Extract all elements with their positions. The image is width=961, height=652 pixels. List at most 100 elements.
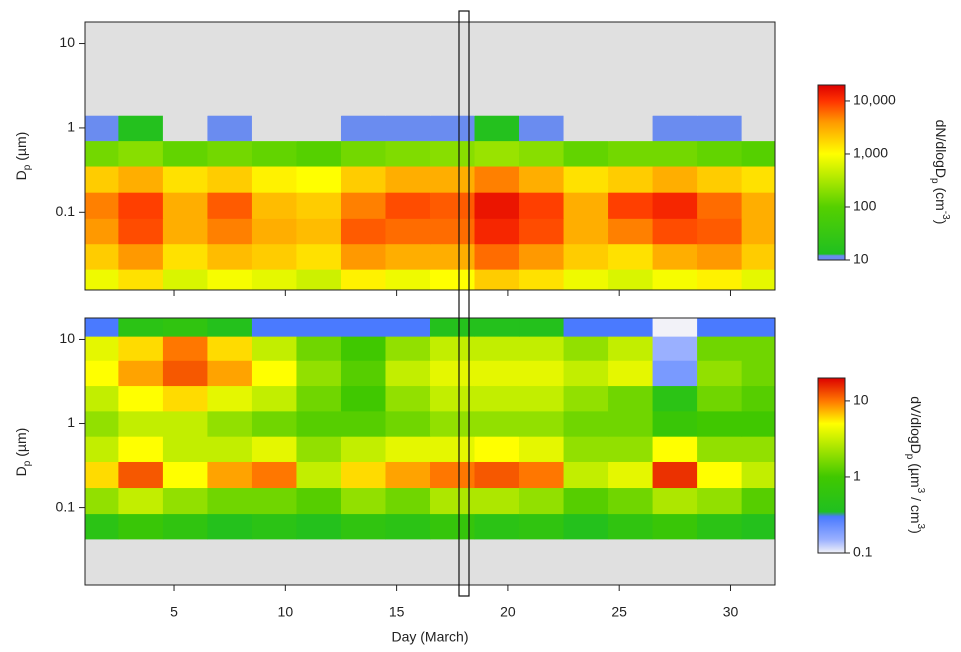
heatmap-cell [385,192,431,219]
heatmap-cell [118,461,164,489]
heatmap-cell [741,487,775,515]
heatmap-cell [296,89,342,116]
heatmap-cell [251,360,297,387]
heatmap-cell [474,243,520,270]
heatmap-cell [385,385,431,412]
y-axis-label: Dp (µm) [13,132,33,181]
heatmap [85,22,775,290]
heatmap-cell [741,64,775,91]
heatmap-cell [697,336,743,361]
heatmap-cell [519,192,565,219]
heatmap-cell [563,487,609,515]
heatmap-cell [118,40,164,65]
heatmap-cell [608,243,654,270]
heatmap-cell [118,410,164,437]
heatmap-cell [207,64,253,91]
heatmap-cell [741,243,775,270]
heatmap-cell [296,64,342,91]
heatmap-cell [741,318,775,337]
heatmap-cell [519,360,565,387]
y-axis-label: Dp (µm) [13,428,33,477]
heatmap-cell [340,166,386,193]
heatmap-cell [697,487,743,515]
heatmap-cell [385,461,431,489]
x-axis-label: Day (March) [391,629,468,645]
heatmap-cell [85,513,119,540]
y-axis-label-part: (µm) [13,132,29,165]
heatmap-cell [296,269,342,290]
heatmap-cell [296,410,342,437]
heatmap-cell [430,22,476,41]
heatmap-cell [652,436,698,462]
heatmap-cell [652,410,698,437]
heatmap-cell [430,115,476,142]
heatmap-cell [563,385,609,412]
heatmap-cell [162,385,208,412]
heatmap-cell [385,360,431,387]
heatmap-cell [251,269,297,290]
heatmap-cell [563,269,609,290]
heatmap-cell [430,218,476,245]
heatmap-cell [697,89,743,116]
colorbar-label-part: 3 [915,524,926,530]
heatmap-cell [608,336,654,361]
heatmap-cell [385,64,431,91]
heatmap-cell [519,385,565,412]
heatmap-cell [741,218,775,245]
heatmap-cell [251,487,297,515]
heatmap-cell [340,64,386,91]
heatmap-cell [474,538,520,565]
heatmap-cell [296,218,342,245]
heatmap-cell [385,89,431,116]
heatmap-cell [296,385,342,412]
heatmap-cell [697,64,743,91]
heatmap-cell [207,218,253,245]
y-tick-label: 0.1 [56,498,76,514]
heatmap-cell [741,461,775,489]
heatmap-cell [608,115,654,142]
heatmap-cell [519,89,565,116]
heatmap-cell [118,115,164,142]
heatmap-cell [162,269,208,290]
heatmap-cell [85,410,119,437]
heatmap-cell [519,461,565,489]
heatmap-cell [741,410,775,437]
heatmap-cell [251,64,297,91]
colorbar-label-part: -3 [940,211,951,220]
heatmap-cell [162,538,208,565]
heatmap-cell [118,385,164,412]
heatmap-cell [430,564,476,585]
colorbar-label: dN/dlogDp (cm-3) [929,120,951,225]
heatmap-cell [207,513,253,540]
colorbar-tick-label: 10 [853,392,869,408]
heatmap-cell [652,360,698,387]
heatmap-cell [519,115,565,142]
heatmap-cell [340,115,386,142]
heatmap-cell [207,360,253,387]
heatmap-cell [474,360,520,387]
heatmap-cell [85,487,119,515]
heatmap-cell [608,318,654,337]
heatmap-cell [251,166,297,193]
heatmap-cell [340,487,386,515]
heatmap-cell [430,487,476,515]
heatmap-cell [296,436,342,462]
heatmap [85,318,775,585]
heatmap-cell [251,564,297,585]
heatmap-cell [741,89,775,116]
heatmap-cell [741,115,775,142]
heatmap-cell [296,360,342,387]
heatmap-cell [741,22,775,41]
heatmap-cell [207,89,253,116]
highlight-box [458,10,470,597]
heatmap-cell [697,385,743,412]
heatmap-cell [118,243,164,270]
heatmap-cell [207,564,253,585]
heatmap-cell [697,40,743,65]
heatmap-cell [608,564,654,585]
colorbar-label-part: p [904,454,915,460]
heatmap-cell [474,22,520,41]
y-tick-label: 1 [67,414,75,430]
heatmap-cell [296,538,342,565]
